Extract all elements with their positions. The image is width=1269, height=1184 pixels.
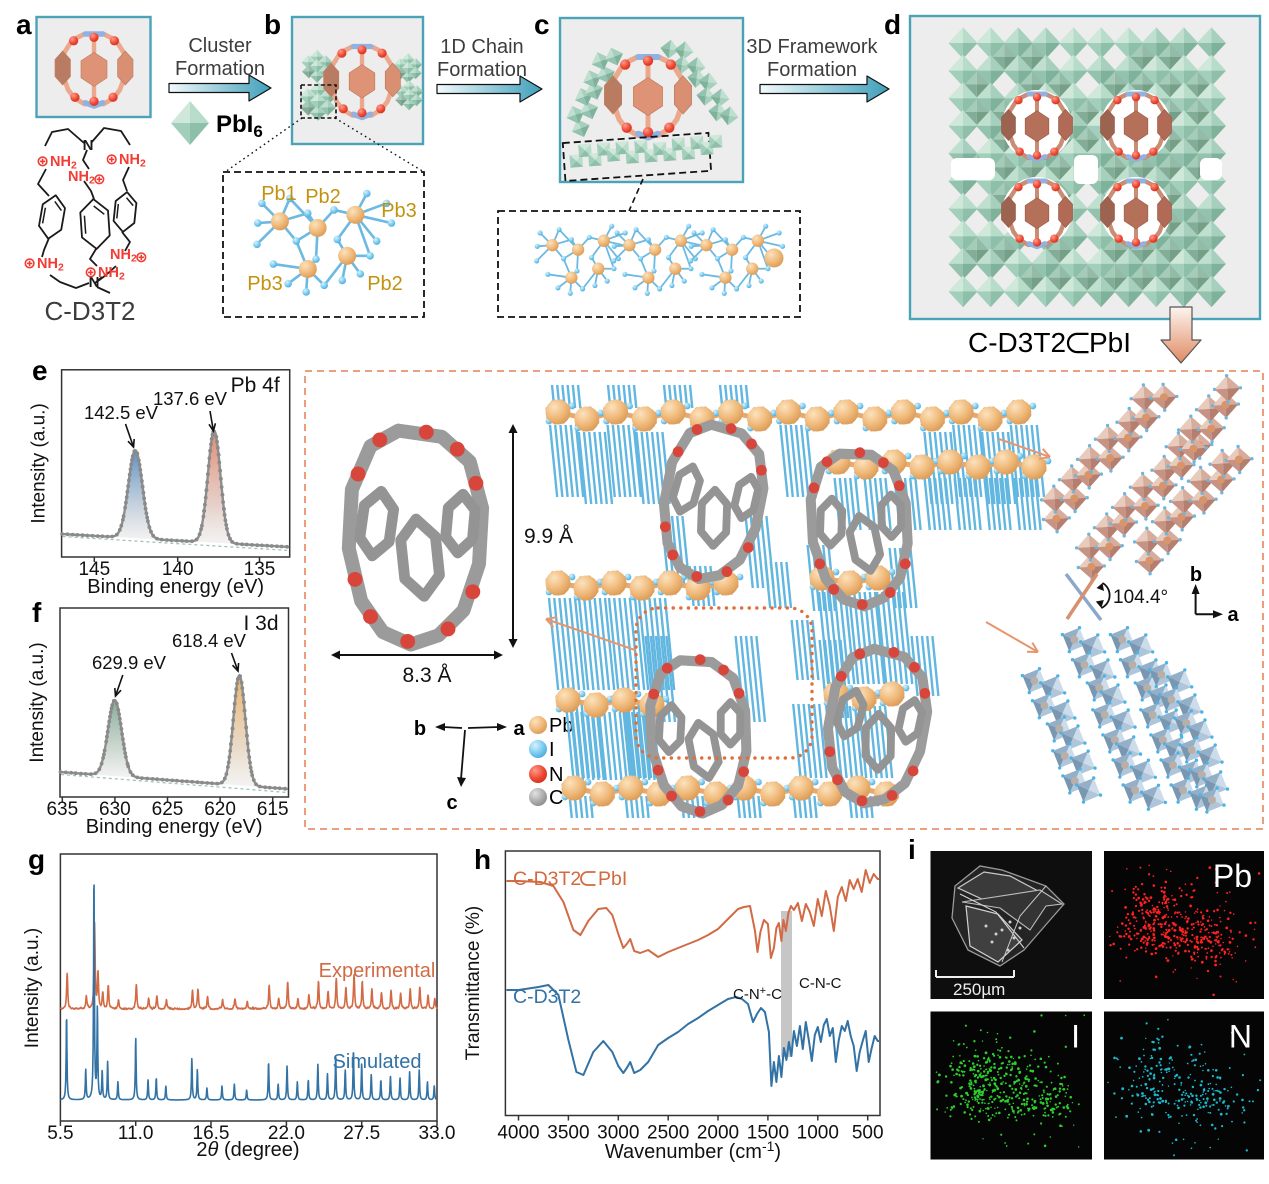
svg-text:C: C: [549, 787, 563, 809]
svg-text:11.0: 11.0: [118, 1123, 154, 1144]
svg-text:Formation: Formation: [437, 59, 527, 81]
svg-text:Experimental: Experimental: [319, 960, 436, 982]
svg-text:1D Chain: 1D Chain: [440, 36, 523, 58]
svg-text:b: b: [1190, 564, 1202, 586]
svg-text:C-N-C: C-N-C: [799, 975, 842, 992]
svg-text:629.9 eV: 629.9 eV: [92, 652, 167, 673]
svg-text:N: N: [549, 764, 563, 786]
svg-text:9.9 Å: 9.9 Å: [524, 525, 573, 548]
svg-text:C-N+-C: C-N+-C: [733, 985, 782, 1003]
svg-text:N: N: [1229, 1019, 1252, 1055]
svg-text:8.3 Å: 8.3 Å: [402, 664, 451, 687]
svg-text:3D Framework: 3D Framework: [746, 36, 878, 58]
svg-text:N: N: [83, 137, 94, 154]
svg-text:Intensity (a.u.): Intensity (a.u.): [27, 642, 48, 762]
svg-text:Pb2: Pb2: [367, 273, 403, 295]
svg-text:Simulated: Simulated: [333, 1051, 422, 1073]
svg-text:g: g: [28, 844, 45, 875]
svg-text:Transmittance (%): Transmittance (%): [463, 906, 484, 1061]
svg-text:Intensity (a.u.): Intensity (a.u.): [29, 403, 50, 523]
svg-text:Wavenumber (cm-1): Wavenumber (cm-1): [605, 1138, 781, 1163]
svg-text:I: I: [1071, 1019, 1080, 1055]
svg-text:635: 635: [46, 799, 78, 820]
svg-text:2θ (degree): 2θ (degree): [196, 1139, 299, 1161]
svg-text:Pb: Pb: [1213, 858, 1252, 894]
svg-text:Binding energy (eV): Binding energy (eV): [86, 816, 263, 838]
svg-text:C-D3T2: C-D3T2: [513, 868, 581, 890]
svg-text:Cluster: Cluster: [188, 35, 252, 57]
svg-text:137.6 eV: 137.6 eV: [153, 388, 228, 409]
svg-text:b: b: [264, 9, 281, 40]
svg-text:C-D3T2: C-D3T2: [513, 986, 581, 1008]
svg-text:Formation: Formation: [175, 58, 265, 80]
svg-text:f: f: [32, 597, 42, 628]
svg-text:Pb1: Pb1: [261, 183, 297, 205]
svg-text:i: i: [908, 834, 916, 865]
svg-text:PbI: PbI: [598, 868, 627, 890]
svg-text:I 3d: I 3d: [243, 612, 278, 635]
svg-text:4000: 4000: [497, 1123, 539, 1144]
svg-text:e: e: [32, 355, 48, 386]
svg-text:Pb3: Pb3: [381, 200, 417, 222]
svg-text:a: a: [16, 9, 32, 40]
svg-text:Binding energy (eV): Binding energy (eV): [87, 576, 264, 598]
svg-text:I: I: [549, 739, 555, 761]
svg-text:h: h: [474, 844, 491, 875]
svg-text:C-D3T2: C-D3T2: [44, 296, 135, 326]
svg-text:1000: 1000: [797, 1123, 839, 1144]
svg-text:C-D3T2: C-D3T2: [968, 327, 1066, 358]
svg-text:33.0: 33.0: [419, 1123, 456, 1144]
svg-text:618.4 eV: 618.4 eV: [172, 630, 247, 651]
svg-text:3500: 3500: [547, 1123, 589, 1144]
svg-text:27.5: 27.5: [343, 1123, 380, 1144]
svg-text:Pb 4f: Pb 4f: [231, 374, 280, 397]
svg-text:500: 500: [852, 1123, 884, 1144]
svg-text:142.5 eV: 142.5 eV: [84, 402, 159, 423]
svg-text:a: a: [513, 718, 525, 740]
svg-text:c: c: [446, 792, 457, 814]
svg-text:Formation: Formation: [767, 59, 857, 81]
svg-text:Pb3: Pb3: [247, 273, 283, 295]
svg-text:250µm: 250µm: [953, 980, 1005, 999]
svg-text:PbI: PbI: [1089, 327, 1131, 358]
svg-text:c: c: [534, 9, 550, 40]
svg-text:104.4°: 104.4°: [1113, 587, 1168, 608]
svg-text:Intensity (a.u.): Intensity (a.u.): [22, 928, 43, 1048]
svg-text:5.5: 5.5: [47, 1123, 73, 1144]
svg-text:Pb2: Pb2: [305, 186, 341, 208]
svg-text:d: d: [884, 9, 901, 40]
svg-text:b: b: [414, 718, 426, 740]
svg-text:a: a: [1227, 604, 1239, 626]
